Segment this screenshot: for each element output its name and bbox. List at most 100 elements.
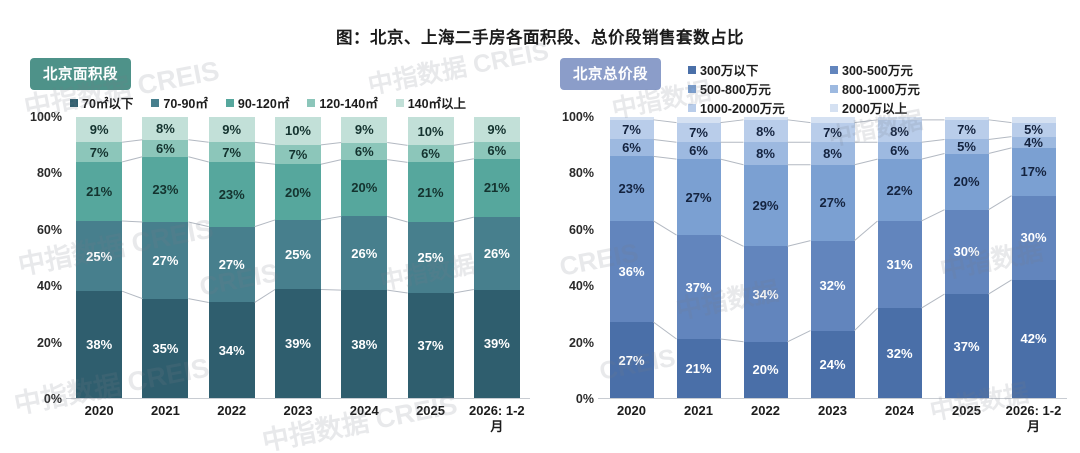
bar-segment-value: 6% bbox=[156, 140, 175, 156]
stacked-bar: 9% 7% 23% 27% 34% bbox=[208, 117, 255, 399]
bar-segment-value: 7% bbox=[622, 122, 641, 138]
legend-area-item[interactable]: 70-90㎡ bbox=[151, 93, 208, 112]
bar-segment-value: 25% bbox=[284, 247, 311, 263]
bar-segment: 21% bbox=[407, 162, 454, 223]
y-axis-tick: 40% bbox=[36, 279, 62, 294]
bar-segment: 21% bbox=[76, 161, 123, 221]
bar-column[interactable]: 8% 6% 23% 27% 35% bbox=[142, 117, 189, 398]
bar-column[interactable]: 9% 7% 21% 25% 38% bbox=[76, 117, 123, 398]
stacked-bar: 7% 5% 20% 30% 37% bbox=[944, 117, 989, 398]
bar-segment: 37% bbox=[944, 294, 989, 398]
bar-segment-value: 39% bbox=[284, 336, 311, 352]
bar-segment-value: 20% bbox=[752, 362, 779, 378]
bar-column[interactable]: 9% 7% 23% 27% 34% bbox=[208, 117, 255, 399]
x-axis-tick: 2023 bbox=[818, 403, 847, 418]
bar-segment: 8% bbox=[877, 119, 922, 143]
bar-segment: 35% bbox=[142, 298, 189, 398]
bar-segment-value: 8% bbox=[756, 123, 775, 139]
bar-column[interactable]: 10% 6% 21% 25% 37% bbox=[407, 117, 454, 398]
bar-segment: 25% bbox=[274, 219, 321, 290]
bar-segment-value: 30% bbox=[1020, 230, 1047, 246]
legend-swatch-icon bbox=[395, 98, 404, 107]
stacked-bar: 10% 6% 21% 25% 37% bbox=[407, 117, 454, 398]
bar-column[interactable]: 7% 5% 20% 30% 37% bbox=[944, 117, 989, 398]
bar-segment: 32% bbox=[877, 308, 922, 398]
bar-column[interactable]: 7% 6% 23% 36% 27% bbox=[609, 117, 654, 398]
x-axis-tick: 2020 bbox=[617, 403, 646, 418]
legend-swatch-icon bbox=[830, 103, 838, 112]
x-axis-tick: 2024 bbox=[349, 403, 379, 418]
bar-segment: 30% bbox=[944, 209, 989, 295]
legend-price-item[interactable]: 500-800万元 bbox=[688, 79, 830, 98]
bar-column[interactable]: 9% 6% 20% 26% 38% bbox=[341, 117, 388, 398]
bar-segment: 9% bbox=[208, 117, 255, 143]
bar-segment-value: 34% bbox=[752, 286, 779, 302]
bar-segment: 7% bbox=[676, 122, 721, 143]
bar-segment: 26% bbox=[341, 216, 388, 291]
bar-segment: 27% bbox=[142, 222, 189, 299]
bar-segment: 27% bbox=[810, 164, 855, 241]
bar-segment-value: 7% bbox=[222, 144, 242, 160]
bar-segment-value: 9% bbox=[487, 122, 507, 138]
bar-column[interactable]: 7% 6% 27% 37% 21% bbox=[676, 117, 721, 399]
x-axis-tick: 2022 bbox=[217, 403, 247, 418]
bar-segment: 6% bbox=[877, 142, 922, 160]
legend-swatch-icon bbox=[688, 84, 696, 93]
x-axis-tick: 2020 bbox=[84, 403, 114, 418]
stacked-bar: 9% 6% 21% 26% 39% bbox=[473, 117, 520, 398]
bar-segment: 6% bbox=[142, 139, 189, 157]
legend-label: 2000万以上 bbox=[842, 102, 908, 116]
bar-segment: 9% bbox=[341, 117, 388, 143]
y-axis-tick: 0% bbox=[43, 392, 62, 406]
legend-price-item[interactable]: 300-500万元 bbox=[830, 60, 980, 79]
stacked-bar: 9% 7% 21% 25% 38% bbox=[76, 117, 123, 398]
legend-area-item[interactable]: 140㎡以上 bbox=[395, 93, 466, 112]
bar-segment: 6% bbox=[676, 142, 721, 160]
bar-column[interactable]: 8% 6% 22% 31% 32% bbox=[877, 117, 922, 398]
bar-segment bbox=[743, 117, 788, 120]
bar-segment bbox=[810, 117, 855, 123]
legend-price-item[interactable]: 300万以下 bbox=[688, 60, 830, 79]
bar-segment-value: 37% bbox=[953, 338, 980, 354]
bar-column[interactable]: 9% 6% 21% 26% 39% bbox=[473, 117, 520, 398]
legend-price-item[interactable]: 1000-2000万元 bbox=[688, 98, 830, 117]
bar-segment: 7% bbox=[810, 122, 855, 143]
bar-segment-value: 20% bbox=[351, 180, 378, 196]
stacked-bar: 10% 7% 20% 25% 39% bbox=[274, 117, 321, 398]
bar-column[interactable]: 10% 7% 20% 25% 39% bbox=[274, 117, 321, 398]
legend-area-item[interactable]: 90-120㎡ bbox=[225, 93, 289, 112]
bar-segment-value: 23% bbox=[218, 186, 245, 202]
bar-segment: 7% bbox=[76, 142, 123, 162]
bar-segment-value: 25% bbox=[417, 249, 444, 265]
bar-segment-value: 27% bbox=[685, 189, 712, 205]
bar-column[interactable]: 8% 8% 29% 34% 20% bbox=[743, 117, 788, 398]
plot-price-segments: 100% 80% 60% 40% 20% 0% 7% 6% 23% 36% 27% 7% 6% 27% 3… bbox=[540, 110, 1075, 434]
legend-area-segments: 70㎡以下 70-90㎡ 90-120㎡ 120-140㎡ 140㎡以上 bbox=[70, 93, 466, 112]
bar-segment-value: 10% bbox=[284, 123, 311, 139]
bar-segment-value: 9% bbox=[354, 122, 374, 138]
bar-segment-value: 7% bbox=[89, 144, 109, 160]
bar-segment-value: 9% bbox=[222, 122, 242, 138]
legend-area-item[interactable]: 120-140㎡ bbox=[307, 93, 378, 112]
y-axis-tick: 80% bbox=[568, 166, 594, 181]
bar-segment-value: 6% bbox=[689, 143, 708, 159]
bar-group-area-segments: 9% 7% 21% 25% 38% 8% 6% 23% 27% 35% 9% 7% 23% 27% 34% 1… bbox=[66, 117, 530, 399]
bar-segment bbox=[944, 117, 989, 120]
bar-column[interactable]: 5% 4% 17% 30% 42% bbox=[1011, 117, 1056, 398]
x-axis-tick: 2025 bbox=[952, 403, 981, 418]
legend-area-item[interactable]: 70㎡以下 bbox=[70, 93, 133, 112]
bar-segment-value: 36% bbox=[618, 264, 645, 280]
legend-swatch-icon bbox=[688, 103, 696, 112]
bar-segment: 20% bbox=[341, 159, 388, 217]
bar-segment-value: 4% bbox=[1024, 136, 1043, 148]
bar-segment-value: 32% bbox=[819, 278, 846, 294]
x-axis-tick: 2025 bbox=[416, 403, 445, 418]
legend-price-item[interactable]: 2000万以上 bbox=[830, 98, 980, 117]
bar-segment-value: 27% bbox=[218, 257, 245, 273]
bar-segment: 10% bbox=[407, 117, 454, 146]
x-axis-tick: 2024 bbox=[885, 403, 914, 418]
bar-segment-value: 35% bbox=[152, 340, 179, 356]
legend-price-item[interactable]: 800-1000万元 bbox=[830, 79, 980, 98]
bar-column[interactable]: 7% 8% 27% 32% 24% bbox=[810, 117, 855, 398]
